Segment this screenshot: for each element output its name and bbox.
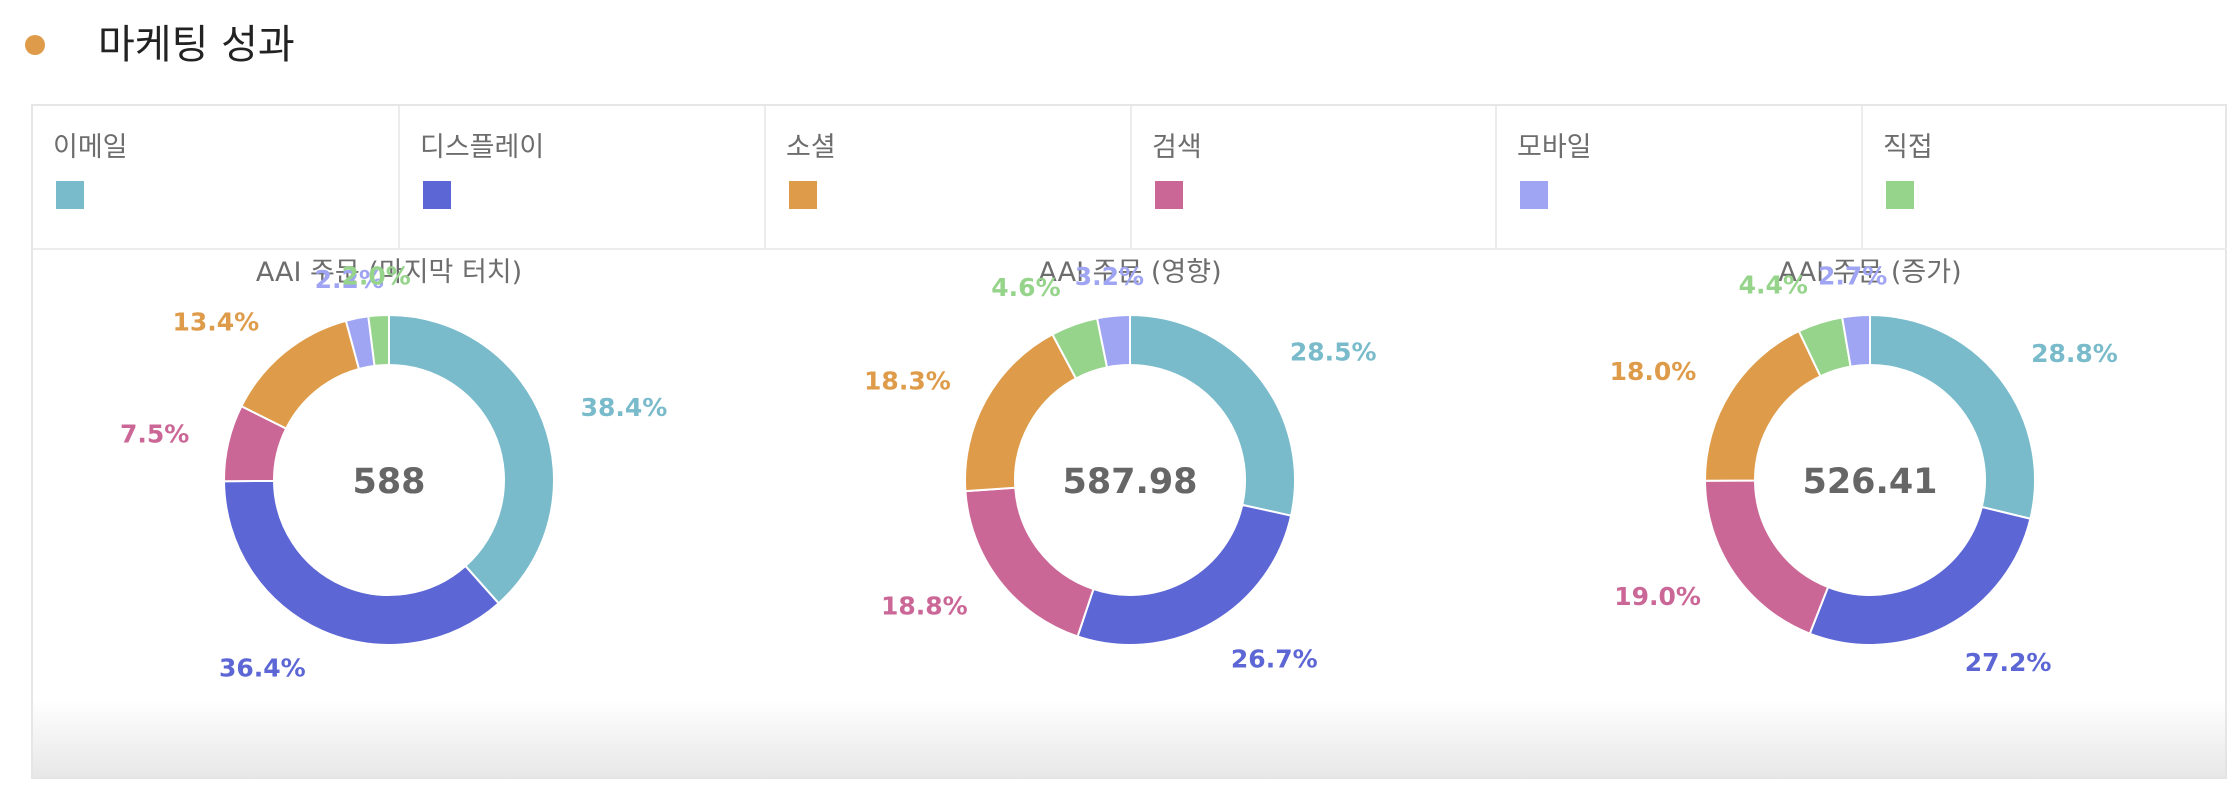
slice-data-label: 26.7% [1231,644,1318,673]
section-header: 마케팅 성과 [0,0,2240,95]
slice-data-label: 19.0% [1614,582,1701,611]
section-title: 마케팅 성과 [98,22,295,68]
slice-data-label: 36.4% [219,653,306,682]
legend-item-social[interactable]: 소셜 [766,106,1132,248]
legend-item-display[interactable]: 디스플레이 [400,106,766,248]
legend-swatch-icon [56,181,84,209]
donut-charts-svg: AAI 주문 (마지막 터치)38.4%36.4%7.5%13.4%2.2%2.… [120,257,2118,682]
donut-chart: AAI 주문 (증가) 28.8% 27.2% 19.0% 18.0% 4.4% 2.7% 5… [1610,257,2118,677]
legend-swatch-icon [423,181,451,209]
donut-slice [388,313,555,605]
donut-total-label: 587.98 [1062,462,1197,502]
chart-title: AAI 주문 (마지막 터치) [256,257,522,288]
charts-area: AAI 주문 (마지막 터치) 38.4% 36.4% 7.5% 13.4% 2.2% 2.… [33,250,2227,779]
slice-data-label: 38.4% [581,393,668,422]
donut-slice [1076,503,1293,646]
donut-slice [222,479,501,646]
legend-label: 이메일 [53,132,128,163]
slice-data-label: 18.0% [1610,357,1697,386]
donut-slice [1703,329,1822,482]
slice-data-label: 4.4% [1739,271,1808,300]
legend-item-direct[interactable]: 직접 [1863,106,2227,248]
slice-data-label: 28.8% [2031,339,2118,368]
legend-label: 소셜 [786,132,836,163]
slice-data-label: 7.5% [120,420,189,449]
legend-swatch-icon [1520,181,1548,209]
slice-data-label: 18.8% [881,591,968,620]
donut-chart: AAI 주문 (영향) 28.5% 26.7% 18.8% 18.3% 4.6% 3.2% 5… [864,257,1377,673]
donut-slice [1841,313,1871,368]
slice-data-label: 3.2% [1075,262,1144,291]
donut-slice [964,486,1095,638]
legend-swatch-icon [789,181,817,209]
slice-data-label: 13.4% [172,307,259,336]
legend-label: 검색 [1152,132,1202,163]
slice-data-label: 27.2% [1965,648,2052,677]
chart-title: AAI 주문 (영향) [1038,257,1221,288]
slice-data-label: 4.6% [991,273,1060,302]
chart-title: AAI 주문 (증가) [1778,257,1961,288]
legend-item-mobile[interactable]: 모바일 [1497,106,1863,248]
chart-panel: 이메일 디스플레이 소셜 검색 모바일 직접 AAI 주문 (마지막 터치) 38… [31,104,2227,779]
donut-slice [964,333,1078,493]
donut-total-label: 526.41 [1802,462,1937,502]
donut-slice [1095,313,1131,369]
legend-label: 디스플레이 [420,132,545,163]
section-bullet-icon [25,35,45,55]
donut-chart: AAI 주문 (마지막 터치) 38.4% 36.4% 7.5% 13.4% 2.2%2.… [120,257,667,682]
slice-data-label: 18.3% [864,366,951,395]
slice-data-label: 2.2% [315,265,384,294]
slice-data-label: 2.7% [1818,262,1887,291]
slice-data-label: 28.5% [1290,338,1377,367]
slice-data-label: 2.0% [341,261,410,290]
legend-label: 모바일 [1517,132,1592,163]
donut-slice [240,319,361,430]
legend-swatch-icon [1155,181,1183,209]
donut-total-label: 588 [352,462,425,502]
donut-slice [1703,479,1830,635]
legend-item-search[interactable]: 검색 [1132,106,1497,248]
donut-slice [367,313,390,368]
legend-label: 직접 [1883,132,1933,163]
donut-slice [1808,505,2032,646]
legend-swatch-icon [1886,181,1914,209]
legend-item-email[interactable]: 이메일 [33,106,400,248]
legend: 이메일 디스플레이 소셜 검색 모바일 직접 [33,106,2227,250]
